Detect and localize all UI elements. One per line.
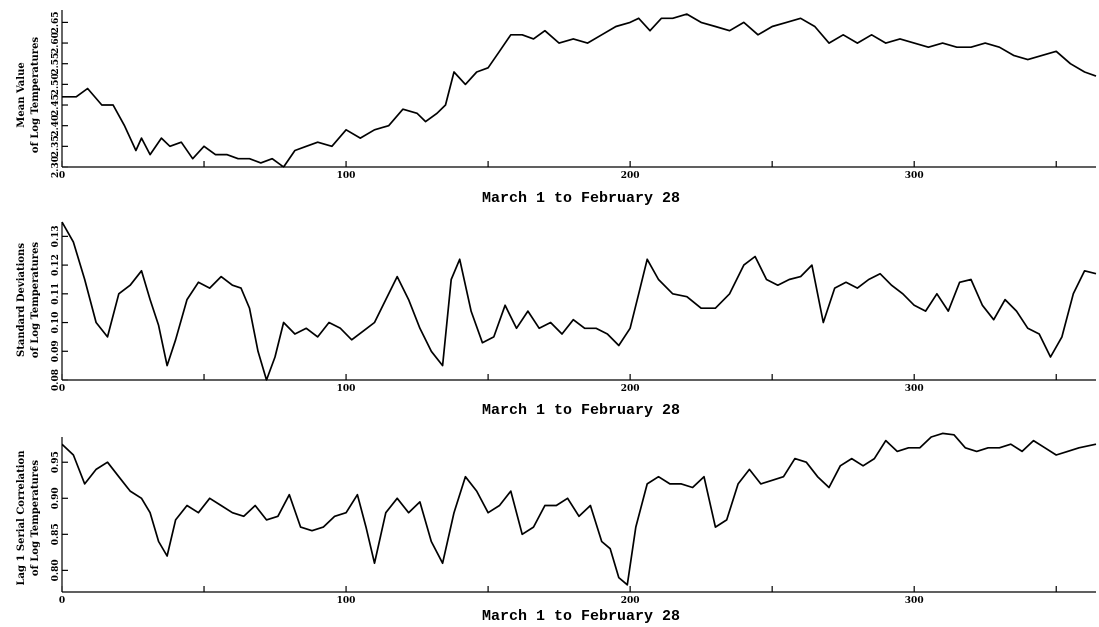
sd-y-tick-label: 0.09 [51,340,61,362]
mean-y-tick-label: 2.45 [51,94,61,116]
corr-y-tick-label: 0.80 [51,559,61,581]
mean-y-tick-label: 2.50 [51,73,61,95]
sd-x-tick-label: 200 [621,384,640,394]
sd-ylabel-line2: of Log Temperatures [30,242,41,358]
corr-ylabel-line2: of Log Temperatures [30,460,41,576]
mean-x-tick-label: 100 [337,171,356,181]
mean-y-tick-label: 2.55 [51,53,61,75]
corr-x-tick-label: 0 [59,596,65,606]
corr-x-tick-label: 300 [905,596,924,606]
sd-y-tick-label: 0.08 [51,369,61,391]
corr-xlabel: March 1 to February 28 [482,608,680,625]
sd-y-tick-label: 0.13 [51,225,61,247]
mean-series-line [62,13,1097,168]
mean-x-tick-label: 200 [621,171,640,181]
corr-x-tick-label: 200 [621,596,640,606]
mean-x-tick-label: 300 [905,171,924,181]
mean-ylabel-line1: Mean Value [16,62,27,127]
mean-y-tick-label: 2.65 [51,11,61,33]
corr-y-tick-label: 0.85 [51,523,61,545]
mean-y-tick-label: 2.60 [51,32,61,54]
serial-correlation-panel: Lag 1 Serial Correlation of Log Temperat… [16,432,1097,625]
mean-y-tick-label: 2.40 [51,115,61,137]
sd-ylabel-line1: Standard Deviations [16,243,27,357]
mean-value-panel: Mean Value of Log Temperatures March 1 t… [16,10,1097,207]
mean-xlabel: March 1 to February 28 [482,190,680,207]
corr-ylabel-line1: Lag 1 Serial Correlation [16,450,27,586]
standard-deviation-panel: Standard Deviations of Log Temperatures … [16,221,1097,419]
mean-y-tick-label: 2.30 [51,156,61,178]
sd-xlabel: March 1 to February 28 [482,402,680,419]
sd-y-tick-label: 0.10 [51,312,61,334]
corr-y-tick-label: 0.90 [51,487,61,509]
mean-x-tick-label: 0 [59,171,65,181]
corr-x-tick-label: 100 [337,596,356,606]
sd-x-tick-label: 100 [337,384,356,394]
mean-ylabel-line2: of Log Temperatures [30,37,41,153]
corr-y-tick-label: 0.95 [51,451,61,473]
sd-series-line [61,221,1097,381]
mean-y-tick-label: 2.35 [51,135,61,157]
sd-x-tick-label: 300 [905,384,924,394]
corr-series-line [61,432,1097,586]
sd-y-tick-label: 0.11 [51,283,61,305]
sd-x-tick-label: 0 [59,384,65,394]
sd-y-tick-label: 0.12 [51,254,61,276]
